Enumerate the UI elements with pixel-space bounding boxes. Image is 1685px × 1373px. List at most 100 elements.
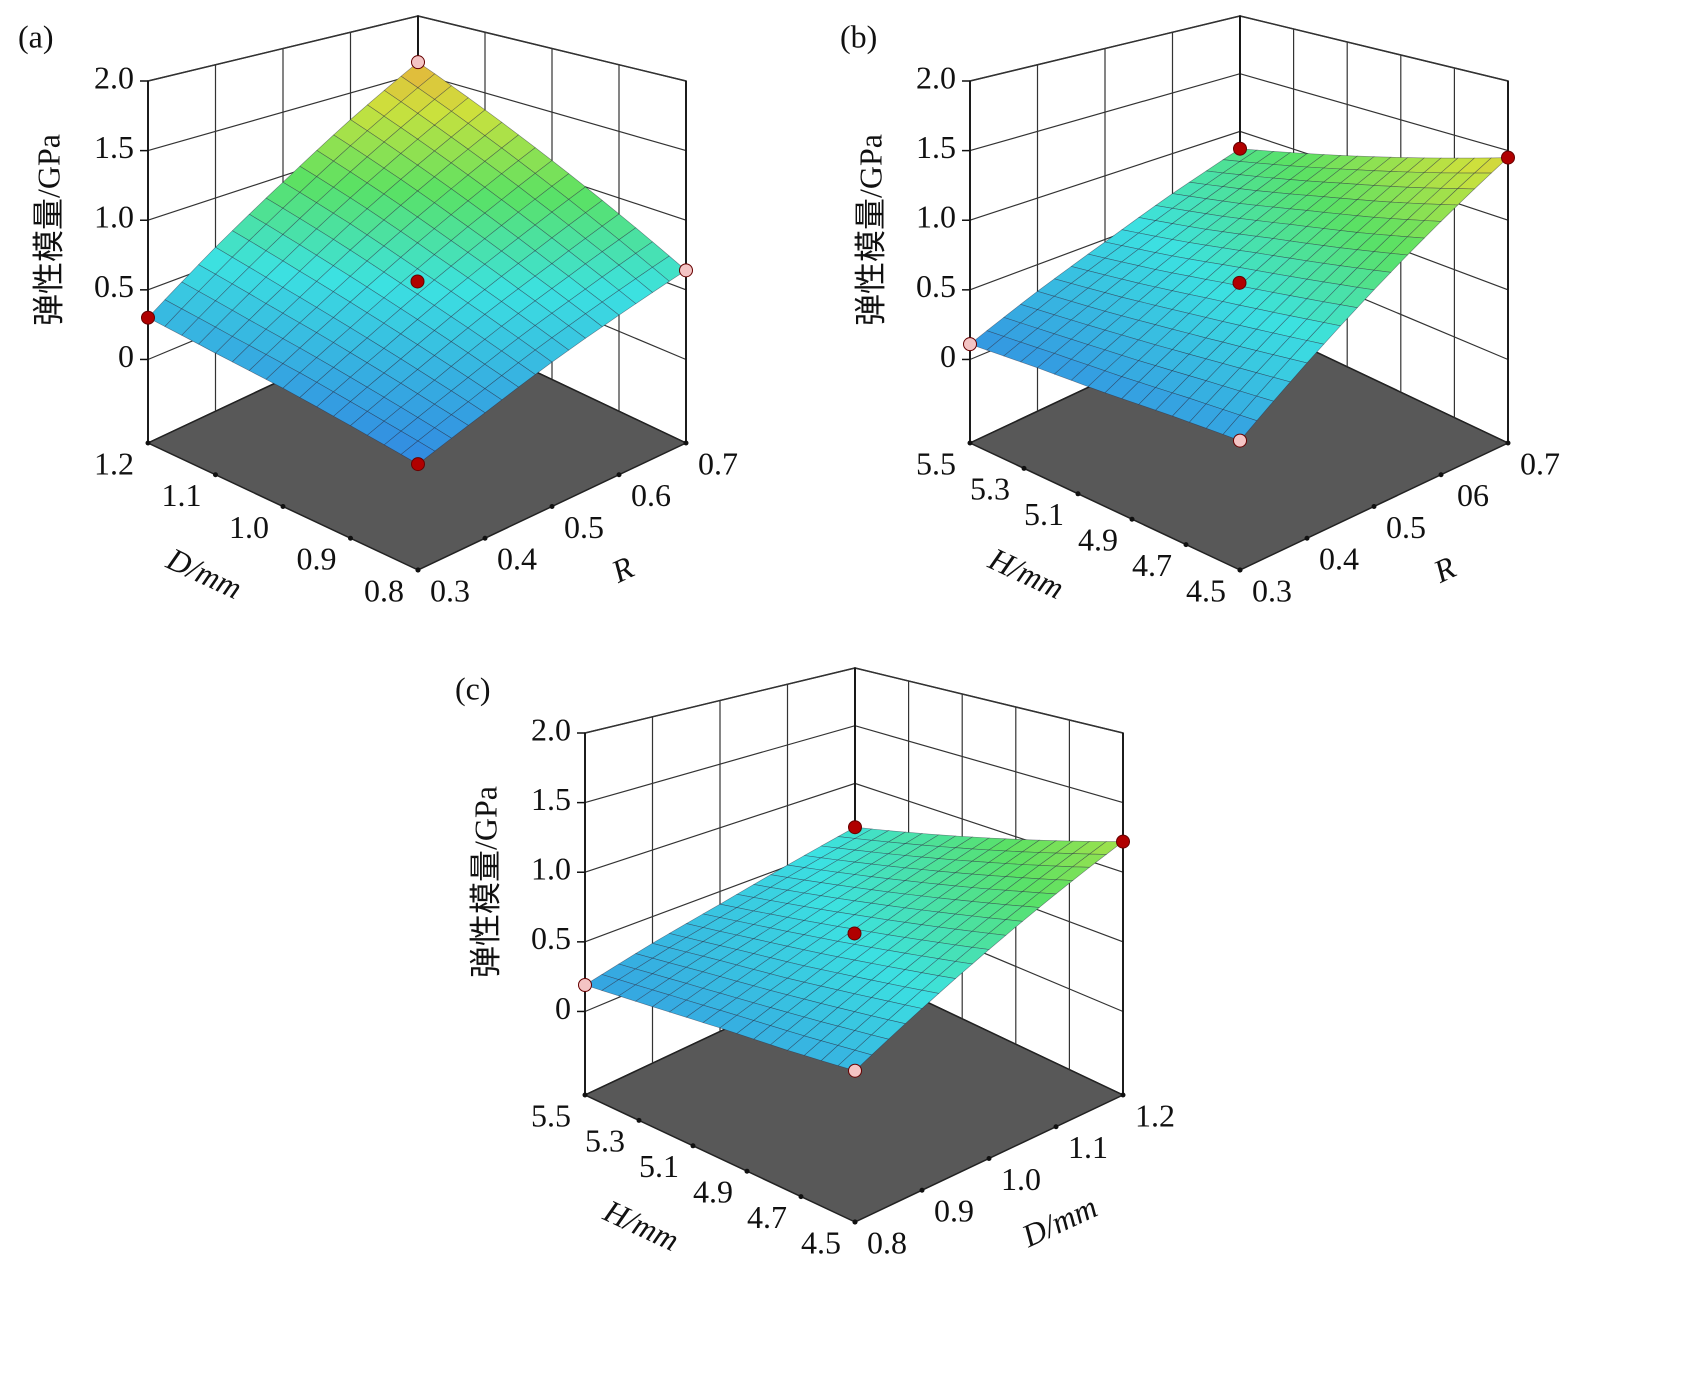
panel: 0 0.5 1.0 1.5 2.0 4.5 4.7 4.9 5.1 5.3 5.5 0.8 0.9 1.0… xyxy=(455,667,1175,1260)
y-tick-label: 0.7 xyxy=(1520,445,1560,481)
design-point xyxy=(411,55,425,70)
x-tick-label: 4.9 xyxy=(693,1174,733,1210)
z-tick-label: 1.5 xyxy=(531,781,571,817)
z-tick-label: 1.0 xyxy=(94,199,134,235)
x-tick-label: 1.1 xyxy=(162,477,202,513)
design-point xyxy=(847,926,862,941)
y-axis-label: D/mm xyxy=(1015,1188,1102,1254)
panel-title: (a) xyxy=(18,18,54,54)
y-tick-label: 1.1 xyxy=(1068,1129,1108,1165)
y-tick-label: 0.4 xyxy=(497,541,537,577)
y-tick xyxy=(549,504,555,509)
surface-cell xyxy=(1222,414,1258,441)
z-axis-label: 弹性模量/GPa xyxy=(852,134,888,326)
design-point xyxy=(410,274,425,289)
z-tick-label: 2.0 xyxy=(916,59,956,95)
z-tick-label: 2.0 xyxy=(531,711,571,747)
y-tick-label: 1.0 xyxy=(1001,1161,1041,1197)
y-tick-label: 06 xyxy=(1457,477,1489,513)
y-tick-label: 0.8 xyxy=(867,1224,907,1260)
y-axis-label: R xyxy=(605,549,639,591)
design-point xyxy=(963,337,977,352)
x-tick-label: 5.5 xyxy=(916,445,956,481)
z-tick-label: 0 xyxy=(118,338,134,374)
x-tick xyxy=(213,472,218,478)
z-tick-label: 1.5 xyxy=(94,129,134,165)
x-tick-label: 1.0 xyxy=(229,509,269,545)
y-tick xyxy=(1053,1124,1059,1130)
y-tick-label: 0.4 xyxy=(1319,541,1359,577)
z-axis-label: 弹性模量/GPa xyxy=(467,786,503,978)
surface-cell xyxy=(400,440,436,465)
y-tick-label: 1.2 xyxy=(1135,1097,1175,1133)
y-axis-label: R xyxy=(1427,549,1461,591)
x-tick-label: 5.1 xyxy=(639,1148,679,1184)
x-tick xyxy=(1129,516,1135,522)
z-axis-label: 弹性模量/GPa xyxy=(30,134,66,326)
y-tick xyxy=(415,567,421,573)
x-tick xyxy=(744,1168,750,1174)
y-tick xyxy=(482,535,488,541)
z-tick-label: 1.0 xyxy=(916,199,956,235)
x-axis-label: D/mm xyxy=(161,540,248,606)
design-point xyxy=(1232,275,1247,290)
x-tick-label: 5.5 xyxy=(531,1097,571,1133)
y-tick xyxy=(852,1219,858,1225)
panel: 0 0.5 1.0 1.5 2.0 4.5 4.7 4.9 5.1 5.3 5.5 0.3 0.4 0.5… xyxy=(840,15,1560,608)
y-tick-label: 0.5 xyxy=(564,509,604,545)
y-tick-label: 0.3 xyxy=(1252,572,1292,608)
panel-title: (b) xyxy=(840,18,877,54)
z-tick-label: 1.5 xyxy=(916,129,956,165)
x-tick-label: 1.2 xyxy=(94,445,134,481)
design-point xyxy=(1501,150,1515,165)
z-tick-label: 1.0 xyxy=(531,851,571,887)
surface-cell xyxy=(837,1049,873,1072)
y-tick xyxy=(1371,504,1377,509)
design-point xyxy=(1233,433,1247,448)
design-point xyxy=(411,457,425,472)
z-tick-label: 0.5 xyxy=(94,268,134,304)
y-tick xyxy=(1438,472,1444,478)
x-tick-label: 4.7 xyxy=(1132,547,1172,583)
design-point xyxy=(848,820,862,835)
y-tick xyxy=(986,1156,992,1161)
x-tick xyxy=(798,1194,804,1200)
x-tick-label: 0.8 xyxy=(364,572,404,608)
x-tick-label: 4.7 xyxy=(747,1199,787,1235)
x-tick-label: 5.3 xyxy=(585,1123,625,1159)
z-tick-label: 0.5 xyxy=(916,268,956,304)
y-tick xyxy=(1237,567,1243,573)
z-tick-label: 0 xyxy=(555,990,571,1026)
panel: 0 0.5 1.0 1.5 2.0 0.8 0.9 1.0 1.1 1.2 0.3 0.4 0.5 0.6… xyxy=(18,15,738,608)
x-tick xyxy=(1021,465,1027,471)
design-point xyxy=(1233,141,1247,156)
y-tick-label: 0.3 xyxy=(430,572,470,608)
design-point xyxy=(1116,834,1130,849)
z-tick-label: 0.5 xyxy=(531,920,571,956)
z-tick-label: 2.0 xyxy=(94,59,134,95)
x-tick-label: 5.1 xyxy=(1024,496,1064,532)
y-tick-label: 0.5 xyxy=(1386,509,1426,545)
design-point xyxy=(848,1063,862,1078)
x-tick xyxy=(280,504,286,509)
x-tick-label: 5.3 xyxy=(970,471,1010,507)
x-tick-label: 4.9 xyxy=(1078,522,1118,558)
design-point xyxy=(141,310,155,325)
y-tick xyxy=(919,1187,925,1193)
design-point xyxy=(578,978,592,993)
y-tick xyxy=(1304,535,1310,541)
x-tick xyxy=(636,1117,642,1123)
x-tick xyxy=(1075,491,1081,497)
x-tick-label: 4.5 xyxy=(801,1224,841,1260)
x-tick xyxy=(348,535,353,541)
z-tick-label: 0 xyxy=(940,338,956,374)
panel-title: (c) xyxy=(455,670,491,706)
x-tick xyxy=(1183,542,1189,548)
y-tick-label: 0.6 xyxy=(631,477,671,513)
x-axis-label: H/mm xyxy=(983,540,1070,606)
y-tick-label: 0.7 xyxy=(698,445,738,481)
design-point xyxy=(679,263,693,278)
x-tick-label: 0.9 xyxy=(297,541,337,577)
